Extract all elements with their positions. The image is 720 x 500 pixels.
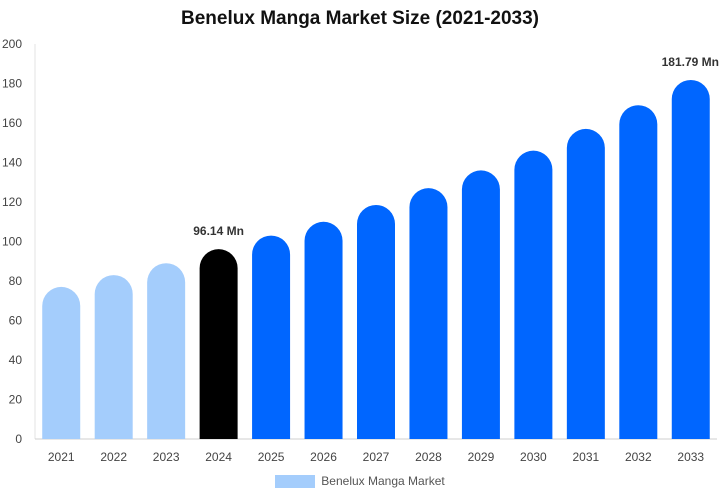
y-tick-label: 120 <box>2 195 22 209</box>
x-tick-label: 2021 <box>48 450 75 464</box>
x-tick-label: 2027 <box>363 450 390 464</box>
y-tick-label: 80 <box>9 274 23 288</box>
bar-2033[interactable] <box>671 79 710 439</box>
y-tick-label: 140 <box>2 156 22 170</box>
y-tick-label: 180 <box>2 77 22 91</box>
data-label-2033: 181.79 Mn <box>662 55 719 69</box>
bar-2022[interactable] <box>94 275 133 439</box>
labels-group: 2021 2022 2023 2024 2025 2026 2027 2028 2029 2030… <box>48 55 719 464</box>
chart-title: Benelux Manga Market Size (2021-2033) <box>181 8 539 29</box>
bar-2030[interactable] <box>514 150 553 439</box>
x-tick-label: 2028 <box>415 450 442 464</box>
x-tick-label: 2024 <box>205 450 232 464</box>
bar-2031[interactable] <box>566 128 605 440</box>
x-tick-label: 2023 <box>153 450 180 464</box>
bar-2025[interactable] <box>252 235 291 439</box>
bar-2032[interactable] <box>619 105 658 439</box>
data-label-2024: 96.14 Mn <box>193 224 244 238</box>
bar-2024[interactable] <box>199 249 238 439</box>
x-tick-label: 2025 <box>258 450 285 464</box>
bar-2023[interactable] <box>147 263 186 439</box>
legend[interactable]: Benelux Manga Market <box>0 474 720 488</box>
x-tick-label: 2029 <box>468 450 495 464</box>
y-tick-label: 160 <box>2 116 22 130</box>
y-tick-label: 20 <box>9 393 23 407</box>
x-tick-label: 2031 <box>572 450 599 464</box>
y-tick-label: 60 <box>9 314 23 328</box>
x-tick-label: 2033 <box>677 450 704 464</box>
bars-group <box>42 79 710 440</box>
bar-2029[interactable] <box>461 170 500 439</box>
y-tick-label: 100 <box>2 235 22 249</box>
bar-2021[interactable] <box>42 286 81 439</box>
x-tick-label: 2032 <box>625 450 652 464</box>
x-tick-label: 2030 <box>520 450 547 464</box>
y-tick-label: 0 <box>15 432 22 446</box>
y-tick-label: 200 <box>2 37 22 51</box>
legend-label: Benelux Manga Market <box>321 474 445 488</box>
bar-2027[interactable] <box>357 204 395 439</box>
bar-2026[interactable] <box>304 221 343 439</box>
y-tick-label: 40 <box>9 353 23 367</box>
bar-2028[interactable] <box>409 188 448 439</box>
x-tick-label: 2022 <box>100 450 127 464</box>
x-tick-label: 2026 <box>310 450 337 464</box>
legend-swatch <box>275 474 316 488</box>
